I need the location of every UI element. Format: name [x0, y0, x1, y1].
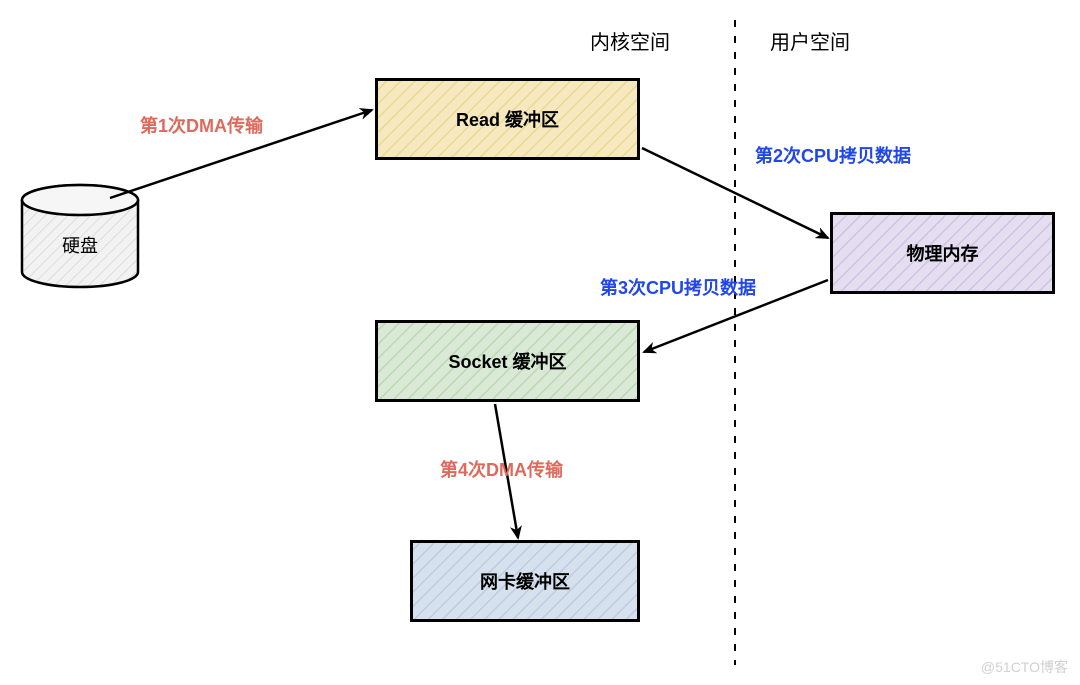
user-space-label: 用户空间	[770, 26, 850, 55]
read-buffer-label: Read 缓冲区	[456, 106, 559, 132]
edge-cpu2-label: 第2次CPU拷贝数据	[755, 142, 911, 168]
memory-label: 物理内存	[907, 240, 979, 266]
memory-node: 物理内存	[830, 212, 1055, 294]
kernel-space-label: 内核空间	[590, 26, 670, 55]
nic-buffer-label: 网卡缓冲区	[480, 568, 570, 594]
edge-dma1-label: 第1次DMA传输	[140, 112, 263, 138]
read-buffer-node: Read 缓冲区	[375, 78, 640, 160]
diagram-canvas: 内核空间 用户空间 硬盘 Read 缓冲区 物理内存 Socket 缓冲区 网卡…	[0, 0, 1080, 685]
nic-buffer-node: 网卡缓冲区	[410, 540, 640, 622]
socket-buffer-node: Socket 缓冲区	[375, 320, 640, 402]
edge-cpu3-label: 第3次CPU拷贝数据	[600, 274, 756, 300]
disk-label: 硬盘	[20, 232, 140, 258]
socket-buffer-label: Socket 缓冲区	[448, 348, 566, 374]
watermark: @51CTO博客	[981, 657, 1068, 677]
edge-dma4-label: 第4次DMA传输	[440, 456, 563, 482]
